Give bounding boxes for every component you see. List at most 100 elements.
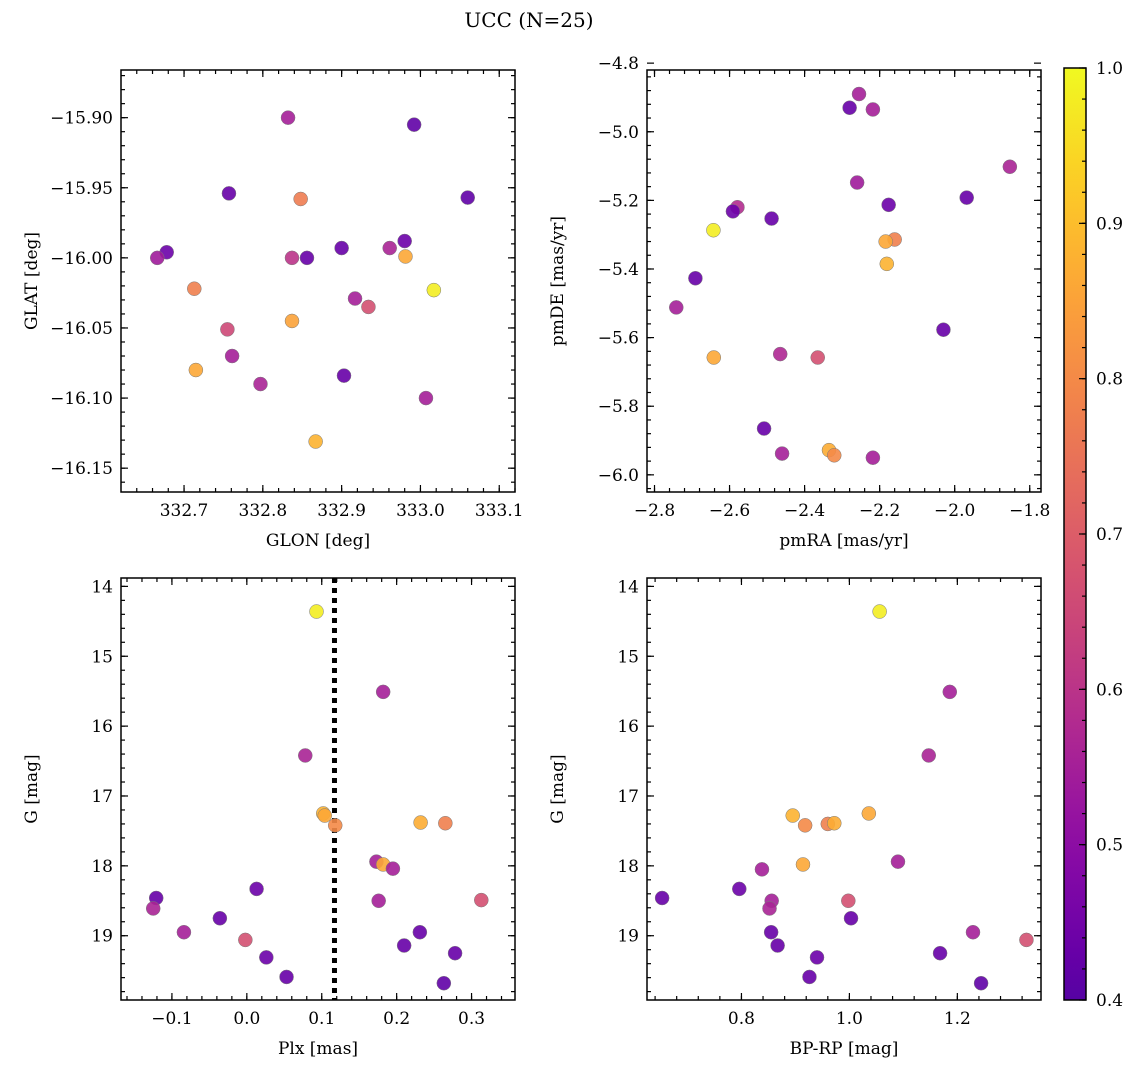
- y-tick-label: −5.2: [598, 191, 639, 211]
- x-tick-label: −2.4: [784, 501, 825, 521]
- scatter-point: [382, 240, 397, 256]
- panel-pmra-pmde: −2.8 −2.6 −2.4 −2.2 −2.0 −1.8 −6.0 −5.8 −5.6 −5.4…: [548, 54, 1050, 551]
- y-axis-label: pmDE [mas/yr]: [548, 216, 568, 346]
- y-axis-label: GLAT [deg]: [22, 232, 42, 330]
- y-tick-label: −4.8: [598, 54, 639, 74]
- scatter-point: [145, 901, 161, 916]
- panel-plx-g: −0.1 0.0 0.1 0.2 0.3 14 15 16 17 18 19 Plx [mas] G […: [22, 577, 516, 1059]
- scatter-point: [1002, 159, 1018, 175]
- y-tick-label: 16: [617, 717, 639, 737]
- x-axis-label: BP-RP [mag]: [790, 1039, 899, 1059]
- scatter-point: [878, 234, 893, 249]
- colorbar-tick-label: 0.9: [1096, 214, 1123, 234]
- scatter-point: [797, 818, 813, 833]
- scatter-point: [1019, 932, 1034, 948]
- x-tick-label: 332.9: [317, 501, 366, 521]
- scatter-point: [763, 924, 779, 940]
- scatter-point: [809, 950, 825, 965]
- x-tick-label: −0.1: [151, 1009, 192, 1029]
- scatter-point: [849, 175, 865, 190]
- scatter-point: [841, 893, 856, 909]
- scatter-point: [772, 346, 788, 362]
- scatter-point: [706, 222, 721, 238]
- x-tick-label: 0.0: [233, 1009, 260, 1029]
- y-axis-label: G [mag]: [548, 754, 568, 823]
- plot-frame: [120, 69, 516, 493]
- x-tick-label: 0.1: [308, 1009, 335, 1029]
- scatter-point: [418, 390, 434, 406]
- scatter-point: [732, 881, 747, 897]
- scatter-point: [426, 282, 442, 298]
- x-tick-label: 0.8: [728, 1009, 755, 1029]
- scatter-point: [309, 604, 324, 619]
- y-tick-label: −5.8: [598, 397, 639, 417]
- figure-title: UCC (N=25): [464, 8, 593, 32]
- y-tick-label: −16.00: [50, 249, 113, 269]
- scatter-point: [754, 862, 770, 877]
- scatter-point: [385, 861, 401, 876]
- scatter-point: [810, 350, 825, 365]
- scatter-point: [224, 348, 240, 364]
- scatter-point: [872, 604, 887, 619]
- scatter-point: [706, 350, 722, 365]
- scatter-point: [942, 684, 958, 700]
- scatter-point: [149, 250, 165, 266]
- y-tick-label: 14: [617, 577, 639, 597]
- y-tick-label: −16.10: [50, 389, 113, 409]
- x-tick-label: −2.2: [859, 501, 900, 521]
- y-tick-label: 18: [91, 857, 113, 877]
- scatter-point: [936, 322, 951, 337]
- colorbar-gradient: [1064, 68, 1086, 1000]
- scatter-point: [436, 975, 452, 991]
- colorbar: 0.4 0.5 0.6 0.7 0.8 0.9 1.0: [1063, 59, 1123, 1011]
- x-tick-label: 1.2: [944, 1009, 971, 1029]
- scatter-point: [413, 815, 428, 830]
- scatter-point: [802, 969, 817, 985]
- x-axis-label: GLON [deg]: [266, 531, 370, 551]
- y-tick-label: −16.15: [50, 459, 113, 479]
- scatter-point: [327, 818, 343, 833]
- x-axis-label: Plx [mas]: [278, 1039, 358, 1059]
- y-tick-label: 18: [617, 857, 639, 877]
- scatter-point: [669, 300, 684, 315]
- x-tick-label: 1.0: [836, 1009, 863, 1029]
- y-tick-label: −16.05: [50, 319, 113, 339]
- scatter-point: [770, 938, 785, 953]
- scatter-point: [460, 190, 475, 205]
- colorbar-tick-label: 0.6: [1096, 680, 1123, 700]
- x-tick-label: −2.0: [934, 501, 975, 521]
- scatter-point: [842, 100, 857, 115]
- y-axis-label: G [mag]: [22, 754, 42, 823]
- scatter-point: [284, 313, 300, 329]
- colorbar-tick-label: 0.8: [1096, 370, 1123, 390]
- scatter-point: [921, 748, 936, 763]
- scatter-point: [249, 881, 264, 897]
- scatter-point: [795, 857, 811, 872]
- scatter-point: [843, 911, 859, 926]
- scatter-point: [785, 808, 800, 823]
- scatter-point: [334, 240, 349, 256]
- scatter-point: [220, 322, 235, 337]
- scatter-point: [725, 204, 741, 219]
- scatter-point: [375, 684, 391, 700]
- scatter-point: [965, 924, 981, 940]
- scatter-point: [212, 911, 228, 926]
- scatter-point: [299, 250, 315, 266]
- panel-glon-glat: 332.7 332.8 332.9 333.0 333.1 −16.15 −16.10 −16…: [22, 69, 524, 551]
- y-tick-label: 17: [91, 787, 113, 807]
- scatter-point: [959, 190, 974, 205]
- scatter-point: [361, 299, 376, 315]
- scatter-point: [756, 421, 772, 436]
- panel-bprp-g: 0.8 1.0 1.2 14 15 16 17 18 19 BP-RP [mag] G [mag]: [548, 577, 1042, 1059]
- scatter-point: [284, 250, 300, 266]
- scatter-point: [879, 256, 895, 272]
- colorbar-tick-label: 0.4: [1096, 991, 1123, 1011]
- scatter-point: [176, 924, 192, 940]
- scatter-point: [688, 271, 703, 286]
- y-tick-label: −5.0: [598, 123, 639, 143]
- y-tick-label: −5.4: [598, 260, 639, 280]
- scatter-point: [347, 291, 363, 306]
- scatter-point: [973, 975, 989, 991]
- scatter-point: [317, 808, 332, 823]
- scatter-point: [774, 446, 790, 461]
